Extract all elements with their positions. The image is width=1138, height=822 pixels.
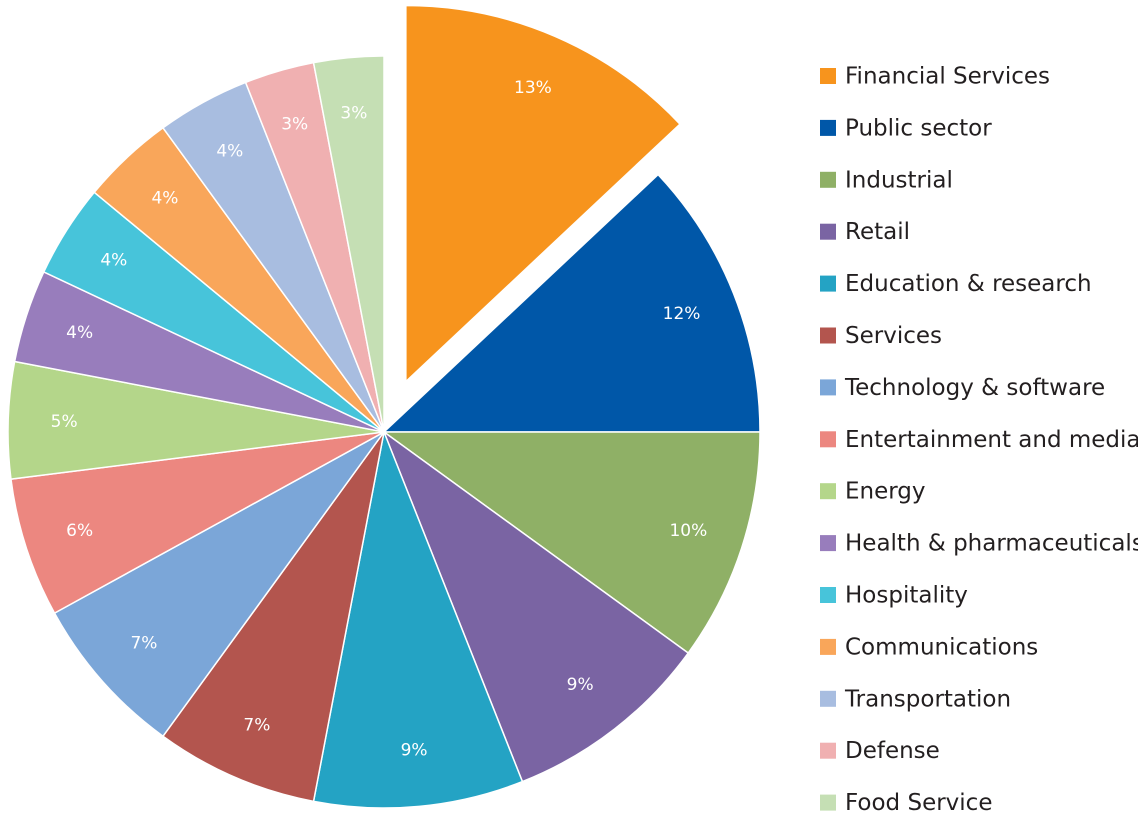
value-label: 3% xyxy=(340,103,367,123)
value-label: 4% xyxy=(151,189,178,209)
value-label: 3% xyxy=(281,115,308,135)
legend-label: Public sector xyxy=(845,115,992,141)
value-label: 4% xyxy=(66,323,93,343)
legend-label: Communications xyxy=(845,634,1038,660)
legend-label: Services xyxy=(845,323,942,349)
value-label: 7% xyxy=(130,634,157,654)
legend-label: Energy xyxy=(845,479,926,505)
legend-swatch xyxy=(820,794,836,811)
pie-slice xyxy=(382,173,761,433)
pie-slice xyxy=(382,429,690,783)
legend-swatch xyxy=(820,483,836,500)
legend-label: Industrial xyxy=(845,167,953,193)
legend-swatch xyxy=(820,742,836,759)
legend-label: Entertainment and media xyxy=(845,427,1138,453)
legend-swatch xyxy=(820,327,836,344)
legend-label: Technology & software xyxy=(844,375,1105,401)
value-label: 5% xyxy=(51,412,78,432)
legend-label: Health & pharmaceuticals xyxy=(845,531,1138,557)
legend-swatch xyxy=(820,68,836,84)
legend-label: Retail xyxy=(845,219,910,245)
value-label: 4% xyxy=(100,251,127,271)
legend-swatch xyxy=(820,535,836,552)
value-label: 4% xyxy=(216,142,243,162)
value-label: 9% xyxy=(567,675,594,695)
legend-swatch xyxy=(820,587,836,603)
legend-swatch xyxy=(820,431,836,448)
legend-label: Hospitality xyxy=(845,583,968,609)
pie-slice xyxy=(405,4,681,384)
pie-slice xyxy=(10,431,385,615)
value-label: 13% xyxy=(514,78,552,98)
value-label: 12% xyxy=(663,304,701,324)
pie-slice xyxy=(312,429,524,809)
pie-slice xyxy=(312,55,385,433)
legend-label: Food Service xyxy=(845,790,992,816)
legend-swatch xyxy=(820,690,836,707)
legend-swatch xyxy=(820,638,836,655)
legend-swatch xyxy=(820,223,836,240)
value-label: 9% xyxy=(401,741,428,761)
value-label: 7% xyxy=(243,716,270,736)
legend-label: Defense xyxy=(845,738,940,764)
legend-label: Education & research xyxy=(845,271,1092,297)
legend-swatch xyxy=(820,379,836,396)
pie-slice xyxy=(53,431,385,738)
pie-slice xyxy=(381,431,761,655)
legend-label: Financial Services xyxy=(845,64,1050,90)
legend-swatch xyxy=(820,171,836,188)
pie-slice xyxy=(161,431,385,803)
legend-swatch xyxy=(820,119,836,136)
legend-label: Transportation xyxy=(844,686,1011,712)
legend-swatch xyxy=(820,275,836,292)
value-label: 10% xyxy=(669,521,707,541)
value-label: 6% xyxy=(66,521,93,541)
